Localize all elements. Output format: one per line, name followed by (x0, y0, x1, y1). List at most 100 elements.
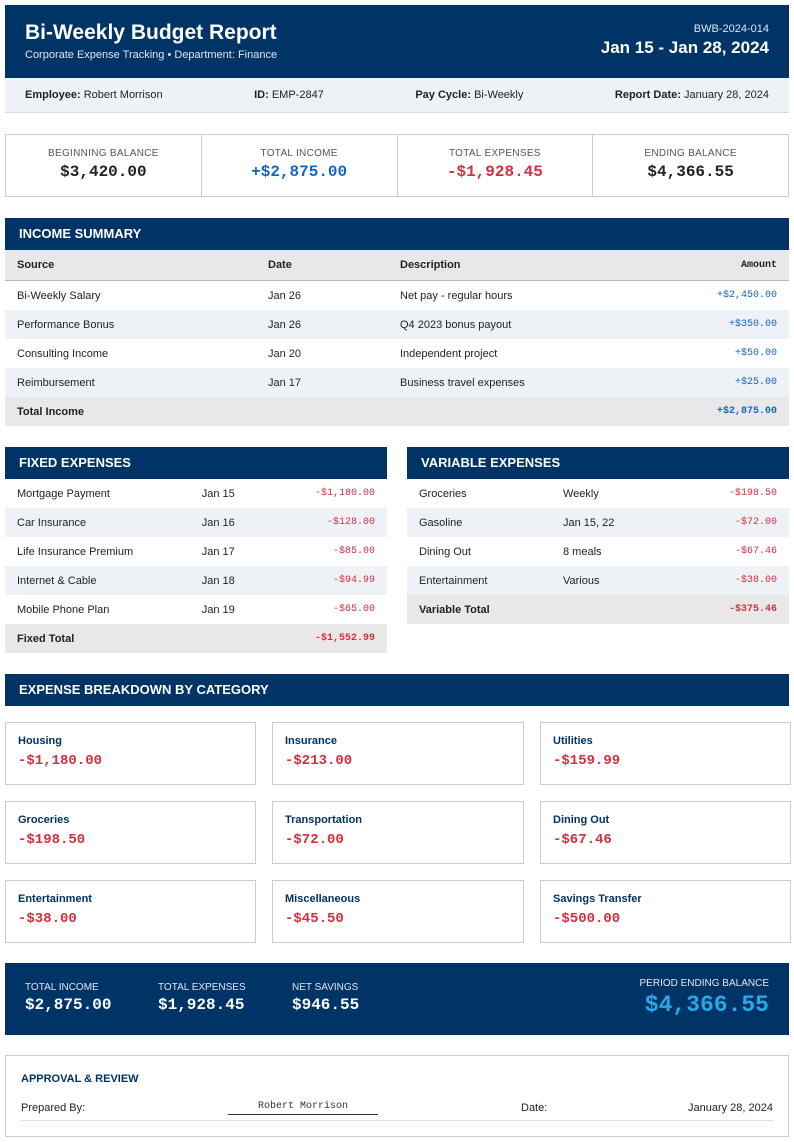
category-amount: -$67.46 (553, 832, 612, 848)
signature: Robert Morrison (228, 1101, 378, 1115)
section-title: VARIABLE EXPENSES (407, 447, 789, 479)
label: BEGINNING BALANCE (48, 148, 159, 159)
cell: +$25.00 (644, 368, 789, 397)
category-amount: -$38.00 (18, 911, 77, 927)
header-row: Source Date Description Amount (5, 250, 789, 281)
total-amount: -$1,552.99 (302, 624, 387, 653)
value: $1,928.45 (158, 996, 245, 1014)
row: Dining Out 8 meals -$67.46 (407, 537, 789, 566)
label: TOTAL INCOME (25, 982, 99, 993)
cell: 8 meals (563, 545, 602, 558)
cell: -$67.46 (734, 546, 777, 557)
category-label: Groceries (18, 814, 70, 826)
cell: Performance Bonus (5, 310, 256, 339)
category-label: Miscellaneous (285, 893, 361, 905)
cell: Mortgage Payment (17, 487, 110, 500)
info-item: Pay Cycle: Bi-Weekly (415, 89, 523, 101)
summary-box: ENDING BALANCE $4,366.55 (592, 135, 788, 196)
category-label: Savings Transfer (553, 893, 642, 905)
total-row: Fixed Total -$1,552.99 (5, 624, 387, 653)
value: $4,366.55 (644, 992, 769, 1018)
cell: Jan 15 (201, 487, 235, 500)
totals-item: NET SAVINGS $946.55 (292, 982, 359, 1014)
cell: Car Insurance (5, 508, 190, 537)
value: $4,366.55 (647, 163, 734, 181)
totals-item: TOTAL INCOME $2,875.00 (25, 982, 111, 1014)
cell: -$94.99 (302, 566, 387, 595)
variable-table: Groceries Weekly -$198.50 Gasoline Jan 15, 2… (407, 479, 789, 624)
row: Car Insurance Jan 16 -$128.00 (5, 508, 387, 537)
cell: +$50.00 (734, 348, 777, 359)
column-header: Source (5, 250, 256, 281)
value: January 28, 2024 (683, 89, 769, 101)
date-label: Date: (521, 1102, 548, 1114)
category-label: Dining Out (553, 814, 610, 826)
row: Consulting Income Jan 20 Independent proje… (5, 339, 789, 368)
label: PERIOD ENDING BALANCE (639, 978, 769, 989)
category-label: Entertainment (18, 893, 92, 905)
label: Pay Cycle: (415, 89, 471, 101)
row: Internet & Cable Jan 18 -$94.99 (5, 566, 387, 595)
cell: Jan 20 (268, 347, 302, 360)
cell: Consulting Income (17, 347, 109, 360)
category-label: Utilities (553, 735, 593, 747)
section-title: INCOME SUMMARY (5, 218, 789, 250)
income-section: INCOME SUMMARY Source Date Description Amou… (5, 218, 789, 426)
row: Mortgage Payment Jan 15 -$1,180.00 (5, 479, 387, 508)
cell: -$128.00 (302, 508, 387, 537)
cell: Dining Out (419, 545, 471, 558)
cell (551, 595, 665, 624)
label: Employee: (25, 89, 81, 101)
category-amount: -$213.00 (285, 753, 353, 769)
cell: Mobile Phone Plan (17, 603, 110, 616)
label: NET SAVINGS (292, 982, 359, 993)
period: Jan 15 - Jan 28, 2024 (600, 38, 769, 57)
row: Gasoline Jan 15, 22 -$72.00 (407, 508, 789, 537)
info-item: Report Date: January 28, 2024 (615, 89, 769, 101)
value: $946.55 (292, 996, 360, 1014)
cell: -$1,180.00 (314, 488, 375, 499)
label: TOTAL INCOME (260, 148, 338, 159)
category-card: Groceries -$198.50 (5, 801, 256, 864)
cell: Q4 2023 bonus payout (388, 310, 645, 339)
category-amount: -$198.50 (18, 832, 86, 848)
label: TOTAL EXPENSES (448, 148, 541, 159)
totals-band: PERIOD ENDING BALANCE $4,366.55 TOTAL IN… (5, 963, 789, 1035)
date: January 28, 2024 (687, 1102, 773, 1114)
category-card: Entertainment -$38.00 (5, 880, 256, 943)
info-item: ID: EMP-2847 (254, 89, 324, 101)
income-table: Source Date Description Amount Bi-Weekly Sal… (5, 250, 789, 426)
value: Bi-Weekly (474, 89, 524, 101)
section-title: FIXED EXPENSES (5, 447, 387, 479)
cell (256, 397, 388, 426)
column-header: Amount (644, 250, 789, 281)
row: Life Insurance Premium Jan 17 -$85.00 (5, 537, 387, 566)
label: ID: (254, 89, 269, 101)
cell: -$38.00 (665, 566, 789, 595)
row: Entertainment Various -$38.00 (407, 566, 789, 595)
label: TOTAL EXPENSES (158, 982, 246, 993)
category-label: Transportation (285, 814, 363, 826)
category-card: Dining Out -$67.46 (540, 801, 791, 864)
cell: Independent project (400, 347, 498, 360)
category-card: Insurance -$213.00 (272, 722, 524, 785)
category-grid: Housing -$1,180.00 Insurance -$213.00 Utilit… (5, 722, 791, 943)
label: ENDING BALANCE (644, 148, 737, 159)
variable-section: VARIABLE EXPENSES Groceries Weekly -$198.5… (407, 447, 789, 653)
label: Report Date: (614, 89, 681, 101)
total-amount: +$2,875.00 (644, 397, 789, 426)
section-title: EXPENSE BREAKDOWN BY CATEGORY (5, 674, 789, 706)
row: Reimbursement Jan 17 Business travel expen… (5, 368, 789, 397)
approval: APPROVAL & REVIEW Prepared By: Robert Mo… (5, 1055, 789, 1137)
cell: +$350.00 (644, 310, 789, 339)
column-header: Date (256, 250, 388, 281)
row: Performance Bonus Jan 26 Q4 2023 bonus pay… (5, 310, 789, 339)
report-id: BWB-2024-014 (693, 23, 769, 35)
cell (388, 397, 645, 426)
breakdown-section: EXPENSE BREAKDOWN BY CATEGORY Housing -$1… (5, 674, 791, 943)
category-amount: -$500.00 (553, 911, 621, 927)
cell: -$198.50 (728, 488, 777, 499)
cell: Jan 19 (201, 603, 235, 616)
